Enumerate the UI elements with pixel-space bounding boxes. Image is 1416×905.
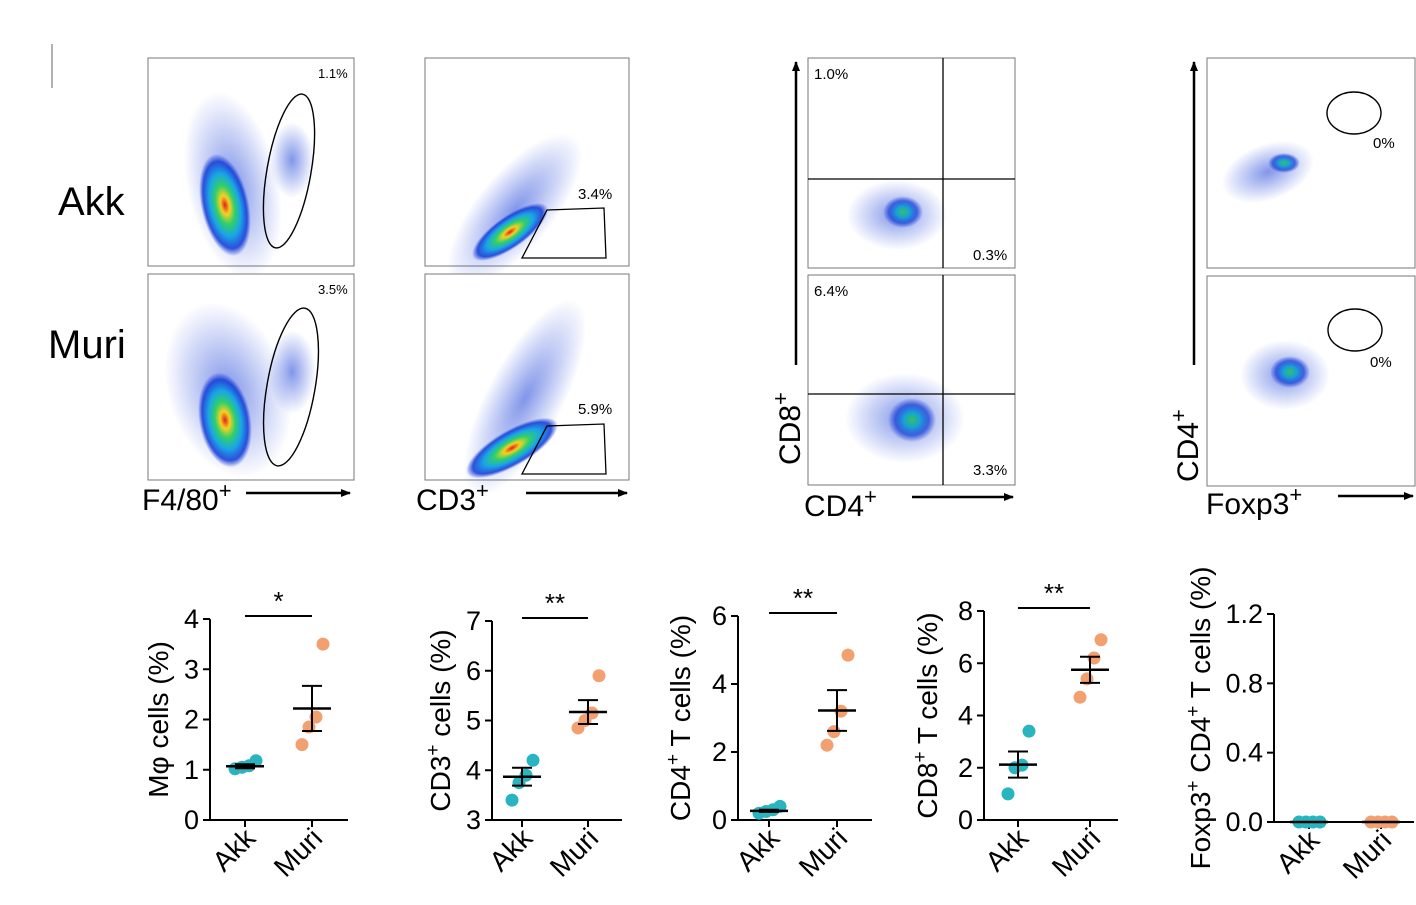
y-tick-label: 4 xyxy=(958,701,973,731)
x-tick-label: Akk xyxy=(979,822,1035,878)
y-tick-label: 2 xyxy=(958,753,973,783)
data-point xyxy=(841,648,855,662)
x-tick-label: Akk xyxy=(206,822,262,878)
gate-percent: 5.9% xyxy=(578,401,612,418)
x-tick-label: Akk xyxy=(483,822,539,878)
y-tick-label: 0 xyxy=(184,805,199,835)
flow-panel-cd3-muri: 5.9% xyxy=(424,273,630,497)
gate-ellipse xyxy=(262,93,316,249)
flow-axis-f480: F4/80+ xyxy=(142,478,351,517)
y-axis-label: CD3+ cells (%) xyxy=(423,629,456,811)
data-point xyxy=(1022,724,1036,738)
x-tick-label: Muri xyxy=(1046,822,1106,882)
flow-xlabel-cd3: CD3+ xyxy=(416,478,489,517)
x-tick-label: Muri xyxy=(1337,824,1397,884)
scatter-plot-5: 0.0 0.4 0.8 1.2 Foxp3+ CD4+ T cells (%) Akk Mu… xyxy=(1183,567,1414,885)
y-axis-label: Mφ cells (%) xyxy=(143,641,174,798)
data-point xyxy=(1094,633,1108,647)
quadrant-lower-right: 0.3% xyxy=(973,247,1007,264)
y-tick-label: 1.2 xyxy=(1225,599,1263,629)
significance-label: ** xyxy=(545,588,565,618)
x-tick-label: Muri xyxy=(793,822,853,882)
flow-panel-f480-akk: 1.1% xyxy=(147,57,355,279)
flow-panel-foxp3-akk: 0% xyxy=(1206,57,1416,269)
quadrant-upper-left: 1.0% xyxy=(814,66,848,83)
data-point xyxy=(316,637,330,651)
y-tick-label: 0 xyxy=(958,805,973,835)
gate-percent: 3.5% xyxy=(318,282,348,297)
gate-percent: 3.4% xyxy=(578,186,612,203)
gate-ellipse xyxy=(1327,308,1383,352)
y-tick-label: 4 xyxy=(712,669,727,699)
data-point xyxy=(592,669,606,683)
data-point xyxy=(820,738,834,752)
y-tick-label: 8 xyxy=(958,596,973,626)
gate-ellipse xyxy=(262,307,320,467)
y-tick-label: 4 xyxy=(466,755,481,785)
scatter-plot-3: 0 2 4 6 CD4+ T cells (%) Akk Muri ** xyxy=(663,583,872,883)
flow-axis-cd4cd8: CD8+ CD4+ xyxy=(768,61,1014,523)
data-point xyxy=(1001,787,1015,801)
gate-ellipse xyxy=(1326,91,1382,135)
x-tick-label: Akk xyxy=(1270,824,1326,880)
x-tick-label: Akk xyxy=(730,822,786,878)
gate-percent: 0% xyxy=(1370,354,1392,371)
y-tick-label: 0.8 xyxy=(1225,668,1263,698)
x-tick-label: Muri xyxy=(544,822,604,882)
y-tick-label: 6 xyxy=(958,648,973,678)
row-label-akk: Akk xyxy=(58,180,126,224)
data-point xyxy=(505,793,519,807)
gate-percent: 0% xyxy=(1373,135,1395,152)
y-tick-label: 5 xyxy=(466,706,481,736)
flow-ylabel-cd8: CD8+ xyxy=(768,392,807,465)
y-axis-label: CD8+ T cells (%) xyxy=(910,612,943,818)
flow-ylabel-cd4: CD4+ xyxy=(1166,409,1205,482)
flow-panel-foxp3-muri: 0% xyxy=(1206,275,1416,487)
flow-panel-cd3-akk: 3.4% xyxy=(424,57,630,287)
y-tick-label: 0 xyxy=(712,805,727,835)
scatter-plot-1: 0 1 2 3 4 Mφ cells (%) Akk Muri * xyxy=(143,586,348,883)
flow-xlabel-cd4: CD4+ xyxy=(804,484,877,523)
y-tick-label: 0.4 xyxy=(1225,738,1263,768)
y-tick-label: 2 xyxy=(712,737,727,767)
gate-polygon xyxy=(520,207,607,259)
y-tick-label: 7 xyxy=(466,606,481,636)
y-tick-label: 0.0 xyxy=(1225,807,1263,837)
y-tick-label: 1 xyxy=(184,755,199,785)
scatter-plot-2: 3 4 5 6 7 CD3+ cells (%) Akk Muri ** xyxy=(423,588,622,883)
significance-label: ** xyxy=(1044,578,1064,608)
y-tick-label: 3 xyxy=(184,654,199,684)
flow-axis-cd3: CD3+ xyxy=(416,478,628,517)
y-tick-label: 6 xyxy=(466,656,481,686)
flow-xlabel-f480: F4/80+ xyxy=(142,478,232,517)
significance-label: * xyxy=(273,586,283,616)
quadrant-upper-left: 6.4% xyxy=(814,283,848,300)
data-point xyxy=(526,753,540,767)
y-axis-label: Foxp3+ CD4+ T cells (%) xyxy=(1183,567,1216,870)
flow-xlabel-foxp3: Foxp3+ xyxy=(1206,482,1302,521)
scatter-plot-4: 0 2 4 6 8 CD8+ T cells (%) Akk Muri ** xyxy=(910,578,1118,883)
flow-panel-cd4cd8-akk: 1.0% 0.3% xyxy=(807,57,1016,269)
y-tick-label: 3 xyxy=(466,805,481,835)
quadrant-lower-right: 3.3% xyxy=(973,462,1007,479)
y-tick-label: 2 xyxy=(184,705,199,735)
gate-percent: 1.1% xyxy=(318,66,348,81)
row-label-muri: Muri xyxy=(48,323,126,367)
y-axis-label: CD4+ T cells (%) xyxy=(663,615,696,821)
gate-polygon xyxy=(520,423,607,475)
flow-panel-cd4cd8-muri: 6.4% 3.3% xyxy=(807,274,1016,486)
y-tick-label: 4 xyxy=(184,604,199,634)
data-point xyxy=(1073,690,1087,704)
significance-label: ** xyxy=(793,583,813,613)
y-tick-label: 6 xyxy=(712,601,727,631)
flow-axis-foxp3: CD4+ Foxp3+ xyxy=(1166,61,1414,521)
data-point xyxy=(295,738,309,752)
x-tick-label: Muri xyxy=(268,822,328,882)
flow-panel-f480-muri: 3.5% xyxy=(147,273,355,481)
